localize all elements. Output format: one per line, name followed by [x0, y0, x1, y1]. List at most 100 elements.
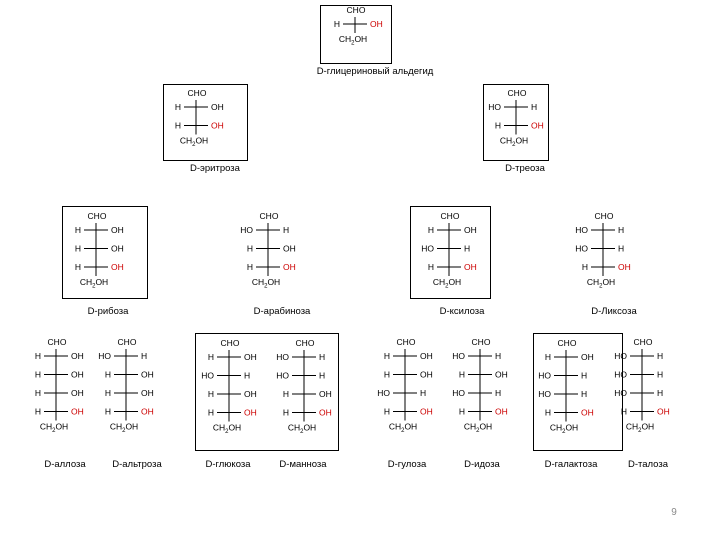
- substituent-right: H: [618, 225, 624, 235]
- substituent-right: H: [657, 370, 663, 380]
- substituent-left: H: [75, 244, 81, 254]
- substituent-right: OH: [141, 388, 154, 398]
- formula-ch2oh: CH2OH: [40, 422, 68, 435]
- substituent-right: H: [657, 388, 663, 398]
- frame-box: [195, 333, 339, 451]
- formula-cho: CHO: [508, 88, 527, 98]
- substituent-left: H: [545, 408, 551, 418]
- molecule-name: D-эритроза: [190, 163, 241, 174]
- substituent-right: OH: [581, 408, 594, 418]
- substituent-right: OH: [420, 351, 433, 361]
- substituent-left: HO: [98, 351, 111, 361]
- substituent-right: H: [319, 352, 325, 362]
- substituent-left: H: [384, 351, 390, 361]
- molecule-name: D-идоза: [464, 459, 500, 470]
- substituent-left: H: [35, 388, 41, 398]
- formula-ch2oh: CH2OH: [288, 423, 316, 436]
- substituent-left: H: [208, 352, 214, 362]
- substituent-left: H: [582, 262, 588, 272]
- substituent-right: H: [141, 351, 147, 361]
- substituent-left: H: [247, 262, 253, 272]
- substituent-left: H: [208, 408, 214, 418]
- substituent-left: H: [105, 388, 111, 398]
- substituent-right: H: [319, 371, 325, 381]
- formula-cho: CHO: [441, 211, 460, 221]
- molecule-name: D-ксилоза: [440, 306, 486, 317]
- substituent-right: OH: [71, 351, 84, 361]
- substituent-right: OH: [464, 262, 477, 272]
- substituent-right: H: [244, 371, 250, 381]
- substituent-right: OH: [581, 352, 594, 362]
- substituent-left: H: [621, 407, 627, 417]
- substituent-left: H: [428, 262, 434, 272]
- substituent-left: HO: [421, 244, 434, 254]
- formula-ch2oh: CH2OH: [626, 422, 654, 435]
- molecule-name: D-треоза: [505, 163, 545, 174]
- substituent-right: OH: [244, 352, 257, 362]
- frame-box: [163, 84, 248, 161]
- substituent-right: OH: [283, 262, 296, 272]
- substituent-left: H: [334, 19, 340, 29]
- substituent-left: H: [175, 102, 181, 112]
- substituent-left: H: [35, 351, 41, 361]
- formula-ch2oh: CH2OH: [110, 422, 138, 435]
- substituent-left: HO: [488, 102, 501, 112]
- molecule-name: D-талоза: [628, 459, 669, 470]
- formula-ch2oh: CH2OH: [464, 422, 492, 435]
- substituent-right: H: [283, 225, 289, 235]
- formula-cho: CHO: [472, 337, 491, 347]
- formula-ch2oh: CH2OH: [80, 277, 108, 290]
- formula-ch2oh: CH2OH: [213, 423, 241, 436]
- formula-ch2oh: CH2OH: [433, 277, 461, 290]
- substituent-right: H: [581, 389, 587, 399]
- substituent-right: OH: [111, 244, 124, 254]
- substituent-left: H: [75, 262, 81, 272]
- formula-cho: CHO: [347, 5, 366, 15]
- substituent-left: H: [283, 389, 289, 399]
- substituent-left: HO: [240, 225, 253, 235]
- substituent-left: HO: [575, 244, 588, 254]
- formula-cho: CHO: [118, 337, 137, 347]
- substituent-right: OH: [420, 407, 433, 417]
- substituent-right: OH: [71, 370, 84, 380]
- substituent-left: H: [105, 407, 111, 417]
- substituent-left: HO: [614, 388, 627, 398]
- molecule-name: D-альтроза: [112, 459, 162, 470]
- substituent-right: OH: [283, 244, 296, 254]
- substituent-left: HO: [201, 371, 214, 381]
- molecule-name: D-манноза: [279, 459, 327, 470]
- molecule-name: D-рибоза: [88, 306, 130, 317]
- molecule-name: D-арабиноза: [254, 306, 311, 317]
- substituent-right: OH: [319, 408, 332, 418]
- substituent-right: OH: [244, 389, 257, 399]
- substituent-right: OH: [141, 370, 154, 380]
- frame-box: [62, 206, 148, 299]
- substituent-right: H: [531, 102, 537, 112]
- substituent-right: OH: [319, 389, 332, 399]
- substituent-right: OH: [111, 225, 124, 235]
- substituent-left: H: [428, 225, 434, 235]
- formula-cho: CHO: [260, 211, 279, 221]
- formula-ch2oh: CH2OH: [587, 277, 615, 290]
- substituent-left: HO: [614, 351, 627, 361]
- substituent-left: H: [35, 370, 41, 380]
- substituent-right: OH: [420, 370, 433, 380]
- molecule-name: D-аллоза: [44, 459, 86, 470]
- substituent-right: OH: [495, 407, 508, 417]
- substituent-right: H: [464, 244, 470, 254]
- frame-box: [320, 5, 392, 64]
- substituent-right: OH: [111, 262, 124, 272]
- substituent-right: OH: [495, 370, 508, 380]
- formula-cho: CHO: [296, 338, 315, 348]
